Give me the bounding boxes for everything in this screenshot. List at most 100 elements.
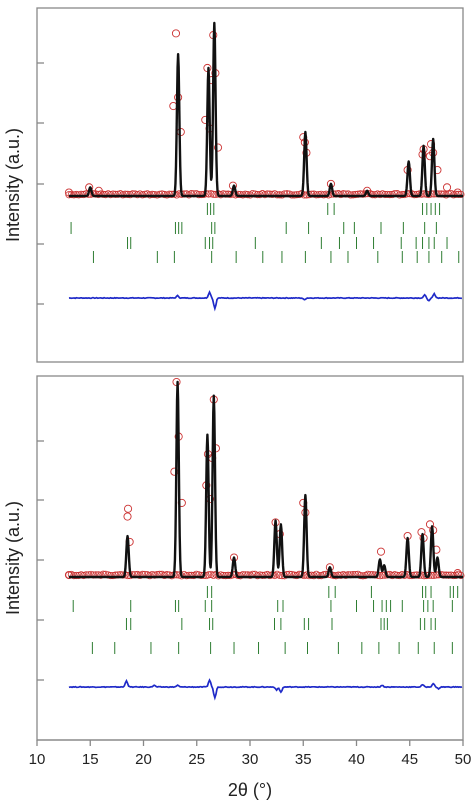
x-tick-label: 35: [295, 751, 312, 768]
x-tick-label: 30: [242, 751, 259, 768]
observed-point: [77, 190, 85, 198]
observed-point: [195, 191, 203, 199]
plot-frame: [36, 375, 464, 741]
observed-point: [315, 191, 323, 199]
observed-point: [124, 190, 132, 198]
plot-frame: [36, 7, 464, 363]
observed-point: [442, 571, 450, 579]
observed-point: [376, 547, 386, 556]
observed-point: [234, 190, 242, 198]
observed-point: [141, 190, 149, 198]
x-axis: 10 15 20 25 30 35 40 45 50: [29, 739, 472, 768]
observed-point: [393, 571, 401, 579]
x-tick-label: 20: [135, 751, 152, 768]
observed-point: [222, 572, 230, 580]
observed-point: [213, 143, 223, 152]
observed-point: [266, 190, 274, 198]
difference-curve: [68, 678, 463, 701]
observed-point: [72, 571, 80, 580]
observed-point: [415, 190, 423, 198]
observed-point: [354, 190, 362, 198]
observed-point: [124, 504, 133, 513]
observed-point: [151, 190, 159, 199]
observed-point: [182, 572, 191, 580]
observed-point: [155, 190, 164, 198]
calculated-curve: [68, 380, 464, 579]
observed-point: [342, 190, 350, 198]
observed-point: [356, 571, 365, 580]
observed-point: [94, 186, 103, 195]
observed-point: [349, 191, 357, 199]
x-tick-label: 45: [401, 751, 418, 768]
observed-point: [381, 190, 389, 199]
calculated-curve: [68, 21, 464, 198]
observed-point: [204, 571, 213, 579]
observed-point: [258, 571, 267, 579]
observed-point: [67, 190, 76, 199]
x-tick-label: 40: [348, 751, 365, 768]
observed-point: [165, 190, 173, 198]
observed-point: [430, 571, 438, 580]
observed-point: [363, 186, 372, 195]
observed-point: [114, 190, 122, 198]
observed-point: [315, 571, 323, 580]
observed-point: [187, 571, 196, 579]
observed-point: [386, 191, 394, 199]
observed-point: [94, 190, 102, 199]
observed-point: [452, 190, 460, 198]
observed-point: [351, 190, 360, 199]
x-tick-label: 15: [82, 751, 99, 768]
observed-point: [373, 190, 382, 198]
observed-point: [119, 571, 127, 579]
observed-point: [151, 571, 159, 579]
observed-point: [244, 191, 252, 199]
observed-point: [334, 571, 342, 579]
observed-point: [148, 190, 156, 199]
observed-point: [253, 191, 262, 199]
observed-point: [64, 571, 73, 580]
observed-point: [290, 571, 298, 579]
observed-point: [185, 571, 193, 579]
observed-point: [222, 190, 230, 198]
observed-point: [123, 512, 132, 521]
observed-point: [445, 571, 453, 579]
x-tick-label: 25: [188, 751, 205, 768]
observed-point: [408, 571, 416, 580]
difference-curve: [68, 289, 462, 312]
observed-point: [219, 571, 227, 580]
observed-point: [454, 190, 463, 198]
observed-point: [109, 190, 117, 198]
x-tick-label: 50: [455, 751, 472, 768]
observed-point: [437, 190, 445, 198]
observed-point: [160, 190, 169, 199]
y-axis-label: Intensity (a.u.): [3, 501, 23, 615]
x-axis-label: 2θ (°): [228, 780, 272, 800]
observed-point: [383, 190, 391, 199]
observed-point: [251, 190, 259, 198]
observed-point: [442, 183, 452, 192]
observed-point: [209, 190, 218, 198]
top-panel: Intensity (a.u.): [3, 7, 465, 363]
observed-point: [171, 29, 181, 38]
observed-point: [276, 191, 284, 199]
observed-point: [106, 571, 115, 580]
observed-point: [70, 571, 78, 580]
observed-point: [276, 571, 284, 579]
observed-point: [449, 571, 458, 580]
observed-point: [121, 190, 129, 198]
y-axis-label: Intensity (a.u.): [3, 128, 23, 242]
observed-point: [241, 190, 249, 198]
observed-point: [72, 190, 80, 199]
observed-point: [329, 571, 338, 580]
x-tick-label: 10: [29, 751, 46, 768]
observed-point: [111, 190, 120, 198]
observed-point: [106, 191, 115, 199]
observed-point: [293, 191, 301, 199]
observed-point: [234, 571, 242, 580]
observed-point: [317, 190, 325, 198]
bottom-panel: Intensity (a.u.): [3, 375, 465, 741]
observed-point: [383, 571, 391, 579]
observed-point: [109, 571, 117, 580]
observed-point: [227, 190, 235, 199]
